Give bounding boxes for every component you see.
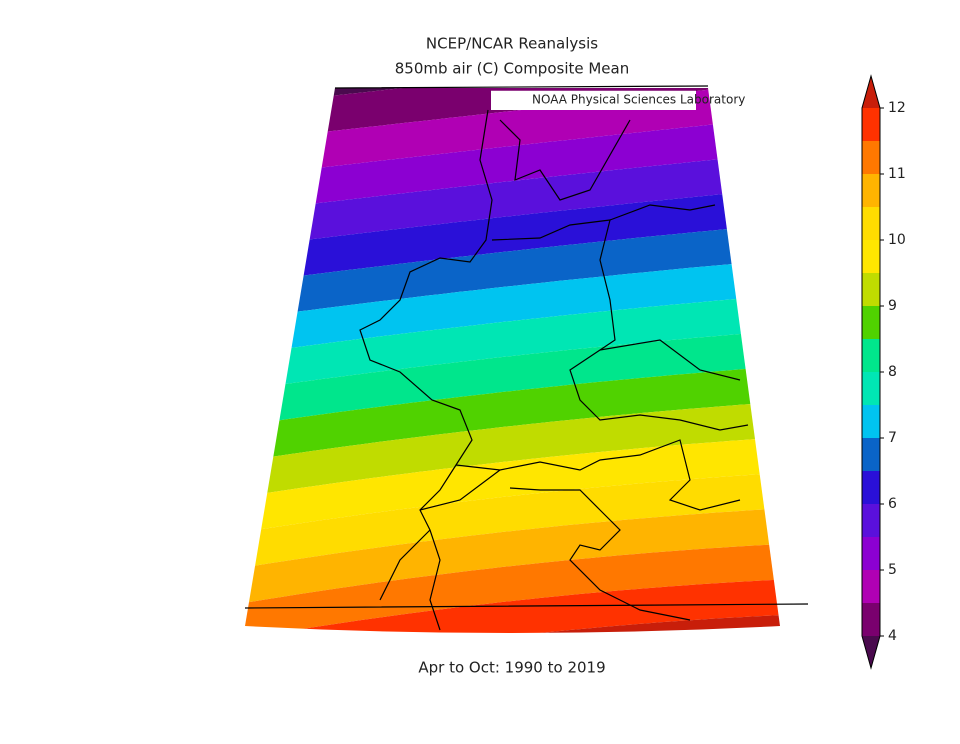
colorbar-segment xyxy=(862,207,880,240)
contour-band xyxy=(245,151,780,250)
contour-band xyxy=(245,507,780,606)
contour-band xyxy=(245,186,780,285)
colorbar-segment xyxy=(862,306,880,339)
contour-band xyxy=(245,543,780,633)
title: NCEP/NCAR Reanalysis xyxy=(426,35,598,53)
credit: NOAA Physical Sciences Laboratory xyxy=(532,93,745,107)
contour-band xyxy=(245,436,780,535)
contour-band xyxy=(245,400,780,499)
colorbar-segment xyxy=(862,141,880,174)
borders xyxy=(244,85,809,631)
colorbar-segment xyxy=(862,273,880,306)
colorbar-segment xyxy=(862,240,880,273)
contour-band xyxy=(245,293,780,392)
colorbar-segment xyxy=(862,108,880,141)
colorbar-over xyxy=(862,76,880,108)
colorbar-tick-label: 8 xyxy=(888,364,897,380)
contour-band xyxy=(245,329,780,428)
contour-band xyxy=(245,222,780,321)
period: Apr to Oct: 1990 to 2019 xyxy=(418,659,605,677)
colorbar-tick-label: 6 xyxy=(888,496,897,512)
colorbar-under xyxy=(862,636,880,668)
contour-band xyxy=(245,471,780,570)
subtitle: 850mb air (C) Composite Mean xyxy=(395,60,629,78)
colorbar-tick-label: 10 xyxy=(888,232,906,248)
contour-band xyxy=(245,614,780,633)
colorbar-tick-label: 12 xyxy=(888,100,906,116)
colorbar-segment xyxy=(862,570,880,603)
colorbar-segment xyxy=(862,372,880,405)
colorbar-segment xyxy=(862,405,880,438)
map xyxy=(245,88,780,633)
colorbar-tick-label: 7 xyxy=(888,430,897,446)
colorbar-segment xyxy=(862,537,880,570)
colorbar-tick-label: 9 xyxy=(888,298,897,314)
contour-band xyxy=(245,115,780,214)
contour-band xyxy=(245,578,780,633)
colorbar-segment xyxy=(862,339,880,372)
colorbar-segment xyxy=(862,438,880,471)
colorbar-tick-label: 5 xyxy=(888,562,897,578)
colorbar-segment xyxy=(862,603,880,636)
colorbar-tick-label: 4 xyxy=(888,628,897,644)
contour-band xyxy=(245,364,780,463)
colorbar-segment xyxy=(862,471,880,504)
credit-box xyxy=(491,90,696,110)
colorbar-segment xyxy=(862,174,880,207)
contour-band xyxy=(245,258,780,357)
colorbar-tick-label: 11 xyxy=(888,166,906,182)
colorbar-segment xyxy=(862,504,880,537)
colorbar: 4 5 6 7 8 9 10 11 12 xyxy=(861,74,906,670)
